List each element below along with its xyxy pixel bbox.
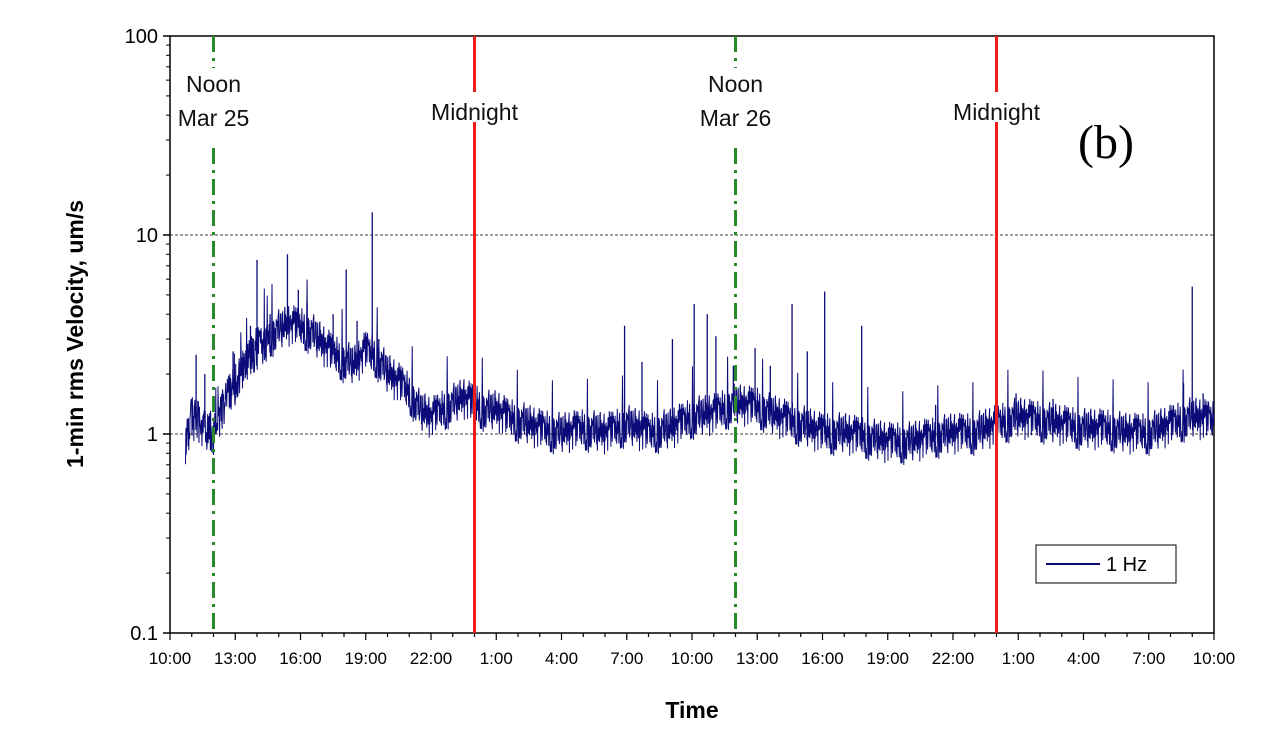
plot-frame (169, 35, 1215, 634)
legend-box (1035, 544, 1177, 584)
x-tick-label: 10:00 (1193, 649, 1236, 668)
x-tick-label: 19:00 (866, 649, 909, 668)
x-tick-label: 19:00 (344, 649, 387, 668)
x-tick-label: 7:00 (1132, 649, 1165, 668)
x-tick-label: 16:00 (279, 649, 322, 668)
x-axis: 10:00 13:00 16:00 19:00 22:00 1:00 4:00 7:00 10:… (149, 633, 1236, 668)
legend-label: 1 Hz (1106, 554, 1147, 576)
y-tick-label: 100 (125, 26, 158, 48)
y-tick-label: 1 (147, 424, 158, 446)
panel-label: (b) (1078, 116, 1134, 169)
y-tick-label: 10 (136, 225, 158, 247)
x-axis-title: Time (665, 697, 718, 723)
x-tick-label: 22:00 (932, 649, 975, 668)
y-tick-label: 0.1 (130, 623, 158, 645)
x-tick-label: 7:00 (610, 649, 643, 668)
x-tick-label: 22:00 (410, 649, 453, 668)
series-lines (184, 212, 1215, 466)
y-axis: 0.1 1 10 100 (125, 26, 170, 645)
marker-label: Mar 25 (178, 105, 250, 131)
marker-label: Midnight (953, 99, 1041, 125)
legend: 1 Hz (1035, 544, 1177, 584)
y-axis-title: 1-min rms Velocity, um/s (62, 200, 88, 468)
series-line (184, 279, 1215, 466)
marker-label: Noon (186, 71, 241, 97)
marker-label: Noon (708, 71, 763, 97)
marker-label: Midnight (431, 99, 519, 125)
x-tick-label: 4:00 (1067, 649, 1100, 668)
x-tick-label: 10:00 (149, 649, 192, 668)
x-tick-label: 13:00 (214, 649, 257, 668)
x-tick-label: 4:00 (545, 649, 578, 668)
x-tick-label: 1:00 (1002, 649, 1035, 668)
x-tick-label: 1:00 (480, 649, 513, 668)
x-tick-label: 16:00 (801, 649, 844, 668)
x-tick-label: 10:00 (671, 649, 714, 668)
marker-label: Mar 26 (700, 105, 772, 131)
x-tick-label: 13:00 (736, 649, 779, 668)
time-markers: Noon Mar 25 Midnight Noon Mar 26 Midnight (178, 36, 1041, 633)
